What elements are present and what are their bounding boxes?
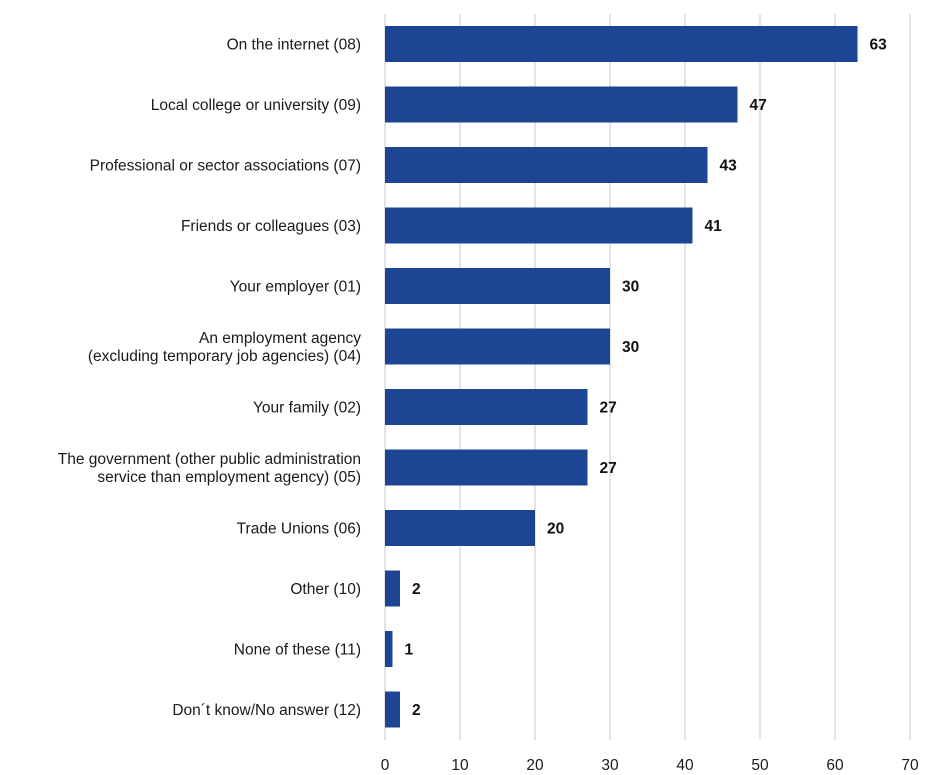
data-label: 43 <box>720 158 738 175</box>
category-label: The government (other public administrat… <box>58 451 361 486</box>
data-label: 1 <box>405 642 414 659</box>
category-label: Your employer (01) <box>230 279 361 296</box>
bar <box>385 328 610 365</box>
category-label: Other (10) <box>290 581 361 598</box>
data-label: 20 <box>547 521 564 538</box>
category-label: Friends or colleagues (03) <box>181 218 361 235</box>
x-tick-label: 10 <box>451 757 469 774</box>
bar <box>385 86 738 123</box>
category-label: Local college or university (09) <box>151 97 361 114</box>
bar <box>385 631 393 667</box>
x-tick-label: 0 <box>381 757 390 774</box>
bar <box>385 389 588 425</box>
data-label: 2 <box>412 581 421 598</box>
category-label: Trade Unions (06) <box>237 521 361 538</box>
category-label: Don´t know/No answer (12) <box>172 702 361 719</box>
bar <box>385 26 858 62</box>
data-label: 47 <box>750 97 767 114</box>
data-label: 30 <box>622 279 639 296</box>
data-label: 41 <box>705 218 723 235</box>
value-labels: 63 47 43 41 30 30 27 27 20 2 1 2 <box>405 37 888 720</box>
category-label: Your family (02) <box>253 400 361 417</box>
category-labels: On the internet (08) Local college or uni… <box>58 37 362 720</box>
x-tick-label: 30 <box>601 757 619 774</box>
data-label: 30 <box>622 339 639 356</box>
bar <box>385 510 535 546</box>
x-tick-label: 40 <box>676 757 694 774</box>
bar <box>385 449 588 486</box>
x-axis-ticks: 0 10 20 30 40 50 60 70 <box>381 757 919 774</box>
data-label: 2 <box>412 702 421 719</box>
bar <box>385 570 400 607</box>
x-tick-label: 20 <box>526 757 544 774</box>
bar <box>385 207 693 244</box>
data-label: 27 <box>600 460 617 477</box>
category-label: Professional or sector associations (07) <box>90 158 361 175</box>
data-label: 63 <box>870 37 888 54</box>
category-label: None of these (11) <box>234 642 361 659</box>
x-tick-label: 50 <box>751 757 769 774</box>
category-label: An employment agency (excluding temporary… <box>88 330 361 365</box>
bars <box>385 26 858 728</box>
data-label: 27 <box>600 400 617 417</box>
x-tick-label: 70 <box>901 757 919 774</box>
category-label: On the internet (08) <box>227 37 361 54</box>
x-tick-label: 60 <box>826 757 844 774</box>
bar <box>385 691 400 728</box>
gridlines <box>384 14 911 740</box>
bar <box>385 147 708 183</box>
bar <box>385 268 610 304</box>
